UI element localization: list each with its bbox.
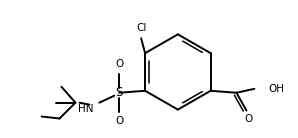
Text: OH: OH <box>268 84 284 94</box>
Text: Cl: Cl <box>136 23 146 33</box>
Text: HN: HN <box>78 104 93 114</box>
Text: O: O <box>244 115 253 124</box>
Text: O: O <box>115 116 123 126</box>
Text: O: O <box>115 59 123 69</box>
Text: S: S <box>116 86 123 99</box>
